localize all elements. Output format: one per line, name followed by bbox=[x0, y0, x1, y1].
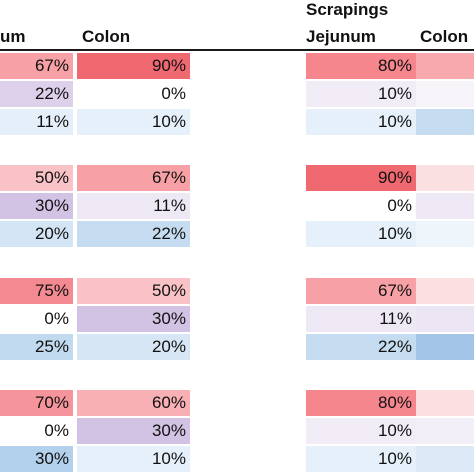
table-cell-g3-r1-c2: 50% bbox=[77, 278, 190, 304]
table-cell-g3-r3-c4 bbox=[416, 334, 474, 360]
table-cell-g3-r1-c3: 67% bbox=[306, 278, 416, 304]
table-cell-g3-r3-c3: 22% bbox=[306, 334, 416, 360]
table-cell-g1-r1-c4 bbox=[416, 53, 474, 79]
table-cell-g4-r2-c4 bbox=[416, 418, 474, 444]
table-cell-g2-r2-c1: 30% bbox=[0, 193, 73, 219]
table-cell-g1-r3-c1: 11% bbox=[0, 109, 73, 135]
table-cell-g3-r2-c3: 11% bbox=[306, 306, 416, 332]
table-cell-g3-r2-c2: 30% bbox=[77, 306, 190, 332]
table-cell-g4-r3-c2: 10% bbox=[77, 446, 190, 472]
column-header-left-2: Colon bbox=[82, 27, 131, 46]
table-cell-g2-r2-c2: 11% bbox=[77, 193, 190, 219]
header-rule bbox=[0, 49, 474, 51]
table-cell-g1-r1-c1: 67% bbox=[0, 53, 73, 79]
table-cell-g2-r3-c1: 20% bbox=[0, 221, 73, 247]
table-cell-g1-r3-c3: 10% bbox=[306, 109, 416, 135]
table-cell-g2-r3-c3: 10% bbox=[306, 221, 416, 247]
table-cell-g1-r3-c4 bbox=[416, 109, 474, 135]
table-cell-g2-r2-c4 bbox=[416, 193, 474, 219]
table-cell-g4-r1-c1: 70% bbox=[0, 390, 73, 416]
table-cell-g2-r1-c4 bbox=[416, 165, 474, 191]
table-cell-g2-r2-c3: 0% bbox=[306, 193, 416, 219]
table-cell-g4-r1-c3: 80% bbox=[306, 390, 416, 416]
table-cell-g2-r3-c4 bbox=[416, 221, 474, 247]
table-cell-g2-r3-c2: 22% bbox=[77, 221, 190, 247]
table-cell-g3-r1-c1: 75% bbox=[0, 278, 73, 304]
table-cell-g4-r2-c3: 10% bbox=[306, 418, 416, 444]
table-cell-g4-r1-c4 bbox=[416, 390, 474, 416]
table-cell-g1-r1-c2: 90% bbox=[77, 53, 190, 79]
table-cell-g3-r3-c2: 20% bbox=[77, 334, 190, 360]
table-cell-g3-r2-c4 bbox=[416, 306, 474, 332]
table-cell-g1-r2-c1: 22% bbox=[0, 81, 73, 107]
table-cell-g2-r1-c3: 90% bbox=[306, 165, 416, 191]
table-cell-g4-r3-c4 bbox=[416, 446, 474, 472]
table-cell-g1-r2-c3: 10% bbox=[306, 81, 416, 107]
column-header-right-1: Jejunum bbox=[306, 27, 376, 46]
table-cell-g1-r2-c4 bbox=[416, 81, 474, 107]
table-cell-g4-r2-c2: 30% bbox=[77, 418, 190, 444]
table-cell-g3-r1-c4 bbox=[416, 278, 474, 304]
column-header-right-2: Colon bbox=[420, 27, 469, 46]
table-cell-g4-r3-c3: 10% bbox=[306, 446, 416, 472]
section-header-scrapings: Scrapings bbox=[306, 0, 389, 19]
table-cell-g4-r3-c1: 30% bbox=[0, 446, 73, 472]
table-cell-g1-r2-c2: 0% bbox=[77, 81, 190, 107]
table-cell-g2-r1-c2: 67% bbox=[77, 165, 190, 191]
table-cell-g3-r3-c1: 25% bbox=[0, 334, 73, 360]
table-cell-g4-r2-c1: 0% bbox=[0, 418, 73, 444]
table-cell-g1-r1-c3: 80% bbox=[306, 53, 416, 79]
table-cell-g2-r1-c1: 50% bbox=[0, 165, 73, 191]
table-cell-g1-r3-c2: 10% bbox=[77, 109, 190, 135]
table-cell-g4-r1-c2: 60% bbox=[77, 390, 190, 416]
column-header-left-1: um bbox=[0, 27, 26, 46]
table-cell-g3-r2-c1: 0% bbox=[0, 306, 73, 332]
